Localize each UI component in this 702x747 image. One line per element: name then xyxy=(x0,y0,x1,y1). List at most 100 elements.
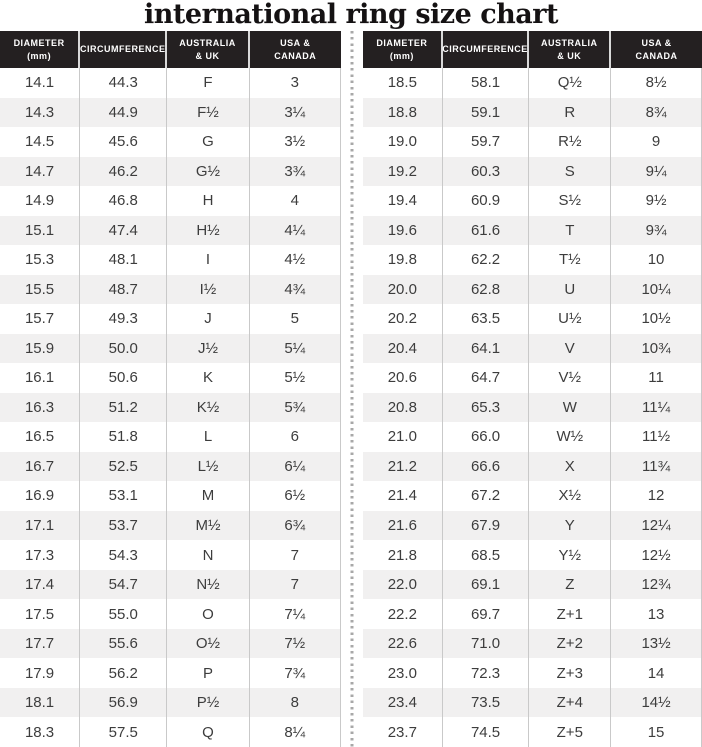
table-row: 18.5 58.1 Q½ 8½ xyxy=(363,68,702,98)
table-cell: 53.7 xyxy=(80,510,168,541)
table-row: 15.9 50.0 J½ 5¼ xyxy=(0,333,341,364)
table-cell: U xyxy=(529,274,612,305)
table-row: 21.0 66.0 W½ 11½ xyxy=(363,422,702,452)
table-row: 19.6 61.6 T 9¾ xyxy=(363,215,702,246)
table-cell: R xyxy=(529,97,612,128)
table-cell: 69.7 xyxy=(443,599,530,629)
table-cell: S½ xyxy=(529,186,612,216)
table-cell: 7¾ xyxy=(250,658,341,688)
table-cell: 17.7 xyxy=(0,628,81,659)
table-cell: V xyxy=(529,333,612,364)
table-row: 15.7 49.3 J 5 xyxy=(0,304,341,334)
table-cell: 14.5 xyxy=(0,127,81,157)
table-cell: Y½ xyxy=(529,540,612,570)
table-cell: 11¼ xyxy=(611,392,702,423)
table-cell: H½ xyxy=(167,215,250,246)
table-cell: 74.5 xyxy=(443,717,530,747)
table-cell: 54.3 xyxy=(80,540,168,570)
table-row: 21.2 66.6 X 11¾ xyxy=(363,451,702,482)
table-cell: 22.6 xyxy=(363,628,443,659)
table-row: 19.0 59.7 R½ 9 xyxy=(363,127,702,157)
column-header: AUSTRALIA & UK xyxy=(167,31,250,68)
table-cell: 46.2 xyxy=(80,156,168,187)
table-row: 17.5 55.0 O 7¼ xyxy=(0,599,341,629)
table-cell: H xyxy=(167,186,250,216)
table-cell: 60.9 xyxy=(443,186,530,216)
table-cell: 8¼ xyxy=(250,717,341,747)
table-row: 19.4 60.9 S½ 9½ xyxy=(363,186,702,216)
table-cell: 8 xyxy=(250,687,341,718)
table-cell: 9 xyxy=(611,127,702,157)
table-cell: 63.5 xyxy=(443,304,530,334)
table-cell: 50.6 xyxy=(80,363,168,393)
table-cell: 14.3 xyxy=(0,97,81,128)
table-cell: 20.2 xyxy=(363,304,443,334)
table-cell: 10½ xyxy=(611,304,702,334)
table-cell: 13½ xyxy=(611,628,702,659)
table-row: 14.9 46.8 H 4 xyxy=(0,186,341,216)
table-cell: 71.0 xyxy=(443,628,530,659)
table-cell: 14½ xyxy=(611,687,702,718)
tables-container: DIAMETER (mm) CIRCUMFERENCE AUSTRALIA & UK US… xyxy=(0,31,702,747)
table-cell: N xyxy=(167,540,250,570)
table-cell: 17.1 xyxy=(0,510,81,541)
table-cell: J xyxy=(167,304,250,334)
table-cell: 56.2 xyxy=(80,658,168,688)
table-cell: 10¼ xyxy=(611,274,702,305)
table-cell: 56.9 xyxy=(80,687,168,718)
table-cell: G½ xyxy=(167,156,250,187)
table-cell: 16.1 xyxy=(0,363,81,393)
table-cell: 44.3 xyxy=(80,68,168,98)
table-cell: 19.0 xyxy=(363,127,443,157)
table-cell: 4¾ xyxy=(250,274,341,305)
table-cell: 17.4 xyxy=(0,569,81,600)
table-cell: 20.8 xyxy=(363,392,443,423)
table-cell: 21.6 xyxy=(363,510,443,541)
table-cell: 18.8 xyxy=(363,97,443,128)
table-cell: 48.7 xyxy=(80,274,168,305)
table-cell: R½ xyxy=(529,127,612,157)
table-cell: 5¼ xyxy=(250,333,341,364)
table-cell: 9¼ xyxy=(611,156,702,187)
table-cell: 18.5 xyxy=(363,68,443,98)
table-cell: W xyxy=(529,392,612,423)
table-cell: 14.1 xyxy=(0,68,81,98)
table-cell: 21.2 xyxy=(363,451,443,482)
table-cell: O xyxy=(167,599,250,629)
table-row: 19.8 62.2 T½ 10 xyxy=(363,245,702,275)
table-cell: J½ xyxy=(167,333,250,364)
table-cell: 64.1 xyxy=(443,333,530,364)
column-header: DIAMETER (mm) xyxy=(0,31,81,68)
table-cell: 3½ xyxy=(250,127,341,157)
table-cell: 10¾ xyxy=(611,333,702,364)
table-cell: F xyxy=(167,68,250,98)
table-row: 23.0 72.3 Z+3 14 xyxy=(363,658,702,688)
table-cell: G xyxy=(167,127,250,157)
table-cell: I xyxy=(167,245,250,275)
table-cell: 3¾ xyxy=(250,156,341,187)
table-row: 14.1 44.3 F 3 xyxy=(0,68,341,98)
table-cell: T½ xyxy=(529,245,612,275)
table-cell: 4½ xyxy=(250,245,341,275)
table-cell: 21.4 xyxy=(363,481,443,511)
table-cell: 7 xyxy=(250,569,341,600)
table-cell: 66.0 xyxy=(443,422,530,452)
table-cell: 19.4 xyxy=(363,186,443,216)
table-cell: 16.7 xyxy=(0,451,81,482)
table-row: 16.1 50.6 K 5½ xyxy=(0,363,341,393)
table-cell: 52.5 xyxy=(80,451,168,482)
table-cell: 15.9 xyxy=(0,333,81,364)
table-cell: 15.3 xyxy=(0,245,81,275)
table-cell: 17.5 xyxy=(0,599,81,629)
table-cell: Z+1 xyxy=(529,599,612,629)
table-cell: 11 xyxy=(611,363,702,393)
table-cell: M xyxy=(167,481,250,511)
table-row: 21.4 67.2 X½ 12 xyxy=(363,481,702,511)
table-cell: 7¼ xyxy=(250,599,341,629)
table-cell: 14 xyxy=(611,658,702,688)
table-cell: 51.2 xyxy=(80,392,168,423)
table-row: 16.3 51.2 K½ 5¾ xyxy=(0,392,341,423)
table-cell: 6½ xyxy=(250,481,341,511)
table-cell: 7 xyxy=(250,540,341,570)
table-cell: 59.1 xyxy=(443,97,530,128)
